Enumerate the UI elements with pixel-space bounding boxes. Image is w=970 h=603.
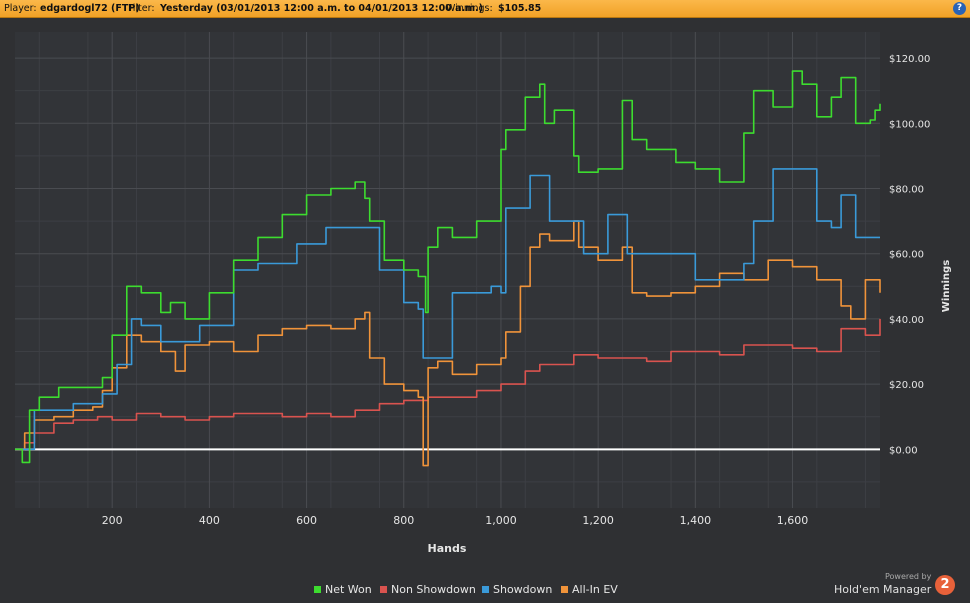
player-label: Player: bbox=[4, 3, 37, 14]
series-line-net-won bbox=[15, 70, 881, 464]
help-icon[interactable]: ? bbox=[953, 2, 966, 15]
legend-item-showdown[interactable]: Showdown bbox=[482, 583, 552, 596]
winnings-chart: 200 400 600 800 1,000 1,200 1,400 1,600 $0.00 $2… bbox=[15, 32, 952, 555]
major-grid bbox=[15, 32, 880, 508]
winnings-value: $105.85 bbox=[498, 3, 542, 14]
plot-area bbox=[15, 32, 880, 508]
legend-label: Non Showdown bbox=[391, 583, 476, 596]
legend-swatch bbox=[561, 586, 568, 593]
filter-value: Yesterday (03/01/2013 12:00 a.m. to 04/0… bbox=[160, 3, 483, 14]
y-tick-label: $0.00 bbox=[889, 445, 918, 456]
x-tick-label: 1,000 bbox=[485, 514, 517, 527]
x-axis-title: Hands bbox=[428, 542, 467, 555]
x-tick-label: 800 bbox=[393, 514, 414, 527]
winnings-label: Winnings: bbox=[446, 3, 493, 14]
y-axis-ticks: $0.00 $20.00 $40.00 $60.00 $80.00 $100.00 $120… bbox=[889, 54, 930, 456]
y-tick-label: $40.00 bbox=[889, 315, 924, 326]
legend-swatch bbox=[380, 586, 387, 593]
filter-label: Filter: bbox=[128, 3, 155, 14]
product-name: Hold'em Manager bbox=[834, 583, 932, 596]
y-tick-label: $60.00 bbox=[889, 250, 924, 261]
legend-swatch bbox=[482, 586, 489, 593]
series-line-all-in-ev bbox=[15, 220, 881, 467]
x-tick-label: 1,200 bbox=[582, 514, 614, 527]
legend-label: All-In EV bbox=[572, 583, 618, 596]
legend-item-all-in-ev[interactable]: All-In EV bbox=[561, 583, 618, 596]
legend-item-net-won[interactable]: Net Won bbox=[314, 583, 372, 596]
x-axis-ticks: 200 400 600 800 1,000 1,200 1,400 1,600 bbox=[102, 514, 809, 527]
x-tick-label: 1,400 bbox=[680, 514, 712, 527]
legend-swatch bbox=[314, 586, 321, 593]
y-tick-label: $120.00 bbox=[889, 54, 930, 65]
legend-label: Net Won bbox=[325, 583, 372, 596]
y-tick-label: $20.00 bbox=[889, 380, 924, 391]
x-tick-label: 600 bbox=[296, 514, 317, 527]
filter-bar: Player: edgardogl72 (FTP) Filter: Yester… bbox=[0, 0, 970, 18]
series-layer bbox=[15, 70, 881, 467]
legend-label: Showdown bbox=[493, 583, 553, 596]
y-tick-label: $100.00 bbox=[889, 119, 930, 130]
powered-by-text: Powered by bbox=[885, 572, 932, 581]
x-tick-label: 200 bbox=[102, 514, 123, 527]
hem2-logo-icon: 2 bbox=[935, 575, 955, 595]
y-axis-title: Winnings bbox=[941, 260, 952, 312]
y-tick-label: $80.00 bbox=[889, 184, 924, 195]
x-tick-label: 1,600 bbox=[777, 514, 809, 527]
legend-item-non-showdown[interactable]: Non Showdown bbox=[380, 583, 476, 596]
x-tick-label: 400 bbox=[199, 514, 220, 527]
series-line-showdown bbox=[15, 168, 880, 451]
player-value: edgardogl72 (FTP) bbox=[40, 3, 140, 14]
